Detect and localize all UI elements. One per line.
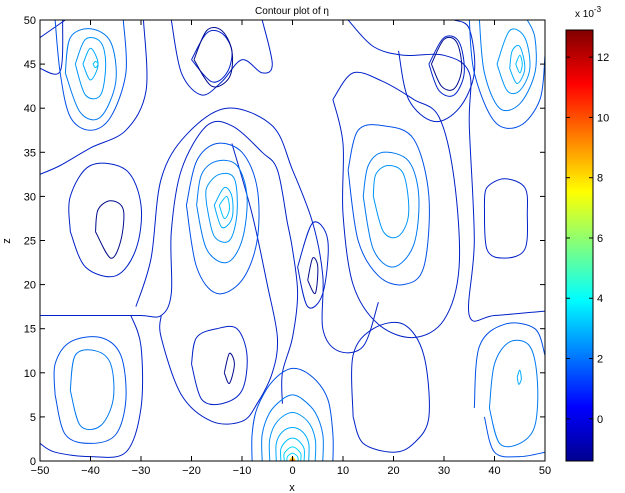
contour-line xyxy=(205,172,238,243)
contour-line xyxy=(496,28,531,95)
colorbar-axis: 0 2 4 6 8 10 12 xyxy=(566,52,609,426)
contour-line xyxy=(68,162,143,278)
y-axis: 0 5 10 15 20 25 30 35 40 45 50 xyxy=(24,15,545,468)
contour-line xyxy=(488,339,539,448)
y-tick-label: 45 xyxy=(24,59,36,71)
contour-line xyxy=(515,54,523,74)
contour-line xyxy=(69,349,115,431)
contour-line xyxy=(40,20,66,39)
contour-line xyxy=(509,44,526,85)
contour-line xyxy=(191,325,248,406)
y-tick-label: 25 xyxy=(24,236,36,248)
y-tick-label: 0 xyxy=(30,456,36,468)
contour-line xyxy=(213,186,234,229)
y-tick-label: 50 xyxy=(24,15,36,27)
contour-line xyxy=(351,321,430,453)
colorbar-tick-label: 4 xyxy=(597,293,603,305)
y-tick-label: 5 xyxy=(30,412,36,424)
x-tick-label: −50 xyxy=(31,465,50,477)
contour-line xyxy=(135,107,379,354)
contour-line xyxy=(74,37,107,100)
y-tick-label: 15 xyxy=(24,324,36,336)
colorbar-tick-label: 2 xyxy=(597,354,603,366)
y-tick-label: 30 xyxy=(24,191,36,203)
contour-line xyxy=(286,452,299,461)
contour-line xyxy=(40,20,148,175)
contour-line xyxy=(223,352,235,384)
contour-line xyxy=(92,60,99,69)
y-axis-label: z xyxy=(1,238,13,244)
contour-line xyxy=(516,369,522,385)
contour-line xyxy=(64,28,117,121)
y-tick-label: 20 xyxy=(24,280,36,292)
contour-line xyxy=(347,124,430,286)
x-tick-label: 50 xyxy=(539,465,551,477)
contour-line xyxy=(196,159,248,264)
contour-line xyxy=(193,26,234,88)
contour-line xyxy=(40,315,144,458)
colorbar-tick-label: 10 xyxy=(597,112,609,124)
contour-lines xyxy=(40,20,545,461)
contour-line xyxy=(478,20,537,112)
contour-line xyxy=(261,394,324,461)
contour-line xyxy=(332,71,461,339)
contour-line xyxy=(362,151,420,268)
y-tick-label: 10 xyxy=(24,368,36,380)
colorbar xyxy=(565,29,594,462)
colorbar-tick-label: 8 xyxy=(597,173,603,185)
contour-line xyxy=(347,20,545,322)
contour-line xyxy=(468,20,545,129)
contour-line xyxy=(159,143,279,425)
colorbar-tick-label: 0 xyxy=(597,414,603,426)
y-tick-label: 40 xyxy=(24,103,36,115)
x-tick-label: −30 xyxy=(132,465,151,477)
plot-area xyxy=(40,20,545,461)
x-tick-label: 30 xyxy=(438,465,450,477)
x-axis-label: x xyxy=(289,482,295,493)
contour-line xyxy=(40,120,299,404)
contour-line xyxy=(297,221,329,309)
colorbar-exponent-label: x 10-3 xyxy=(575,5,602,20)
contour-line xyxy=(428,35,465,97)
contour-line xyxy=(473,322,545,409)
contour-line xyxy=(483,416,545,458)
contour-line xyxy=(53,336,127,444)
contour-line xyxy=(95,200,125,259)
x-tick-label: −20 xyxy=(182,465,201,477)
colorbar-tick-label: 6 xyxy=(597,233,603,245)
x-tick-label: 40 xyxy=(488,465,500,477)
contour-line xyxy=(283,446,302,461)
x-tick-label: 20 xyxy=(387,465,399,477)
contour-line xyxy=(483,178,529,259)
contour-line xyxy=(218,195,230,219)
x-axis: −50 −40 −30 −20 −10 0 10 20 30 40 50 xyxy=(31,20,551,477)
chart-title: Contour plot of η xyxy=(255,6,329,17)
contour-line xyxy=(275,426,310,461)
contour-line xyxy=(372,164,410,239)
x-tick-label: 10 xyxy=(337,465,349,477)
contour-line xyxy=(307,257,319,295)
colorbar-tick-label: 12 xyxy=(597,52,609,64)
x-tick-label: −10 xyxy=(233,465,252,477)
contour-line xyxy=(430,36,463,91)
contour-line xyxy=(268,411,317,461)
contour-line xyxy=(251,367,334,461)
contour-line xyxy=(280,437,305,461)
contour-line xyxy=(54,20,127,131)
y-tick-label: 35 xyxy=(24,147,36,159)
contour-line xyxy=(185,142,260,295)
x-tick-label: −40 xyxy=(81,465,100,477)
x-tick-label: 0 xyxy=(289,465,295,477)
